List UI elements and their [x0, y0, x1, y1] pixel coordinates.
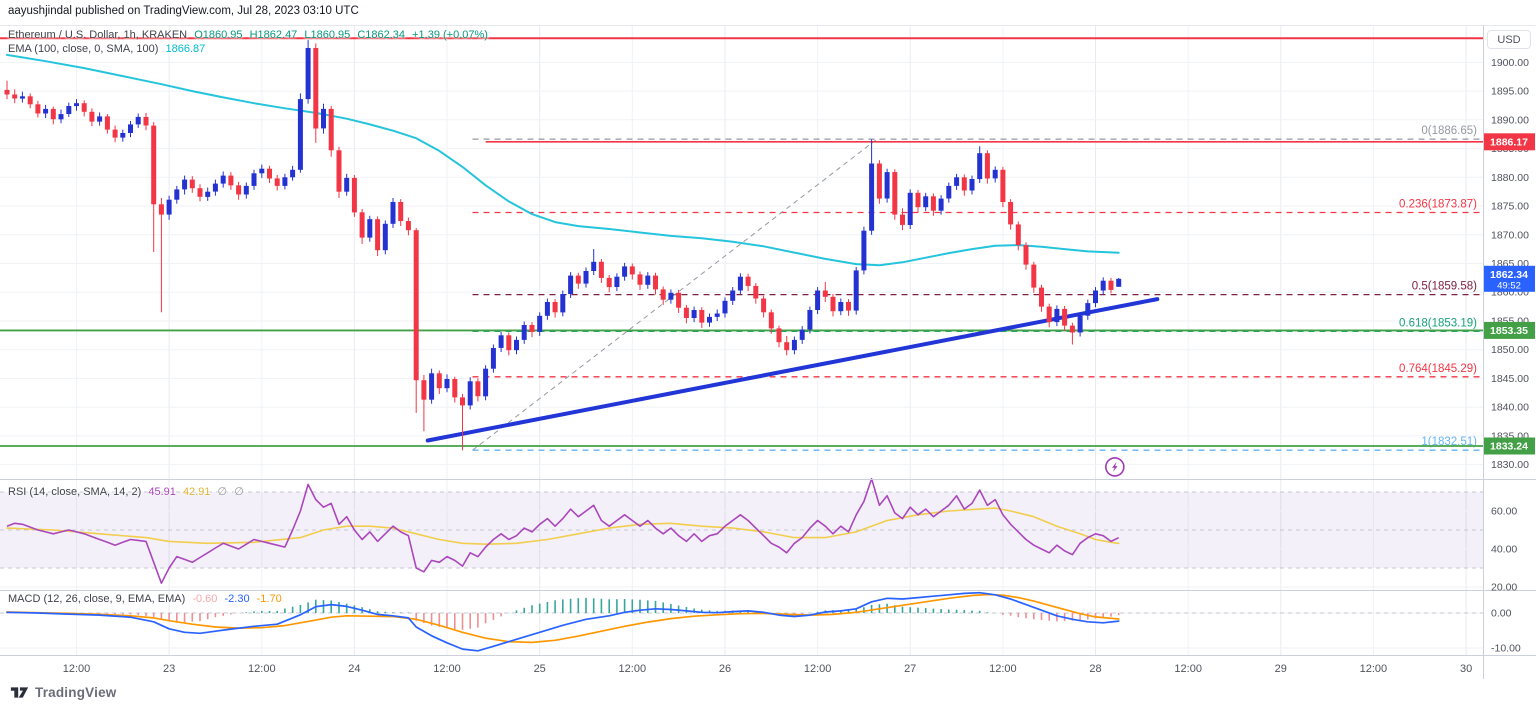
rsi-legend[interactable]: RSI (14, close, SMA, 14, 2) 45.91 42.91 … — [8, 485, 248, 498]
ema-value: 1866.87 — [165, 43, 206, 55]
ohlc-high: H1862.47 — [249, 29, 298, 41]
rsi-pane[interactable] — [0, 477, 1483, 588]
svg-text:12:00: 12:00 — [804, 663, 832, 675]
chart-area[interactable]: 0(1886.65) 0.236(1873.87) 0.5(1859.58) 0.61… — [0, 25, 1536, 680]
ohlc-close: C1862.34 — [357, 29, 406, 41]
svg-text:23: 23 — [163, 663, 175, 675]
svg-text:1830.00: 1830.00 — [1491, 459, 1529, 471]
rsi-ma-value: 42.91 — [182, 486, 211, 498]
svg-text:40.00: 40.00 — [1491, 544, 1517, 556]
candlestick-series — [4, 39, 1122, 451]
rsi-empty-2: ∅ — [234, 486, 244, 498]
svg-text:1862.34: 1862.34 — [1490, 269, 1528, 281]
svg-text:49:52: 49:52 — [1497, 280, 1521, 291]
ohlc-low: L1860.95 — [304, 29, 351, 41]
svg-text:1845.00: 1845.00 — [1491, 373, 1529, 385]
ascending-trendline[interactable] — [425, 297, 1160, 443]
svg-text:0.764(1845.29): 0.764(1845.29) — [1399, 363, 1477, 375]
svg-text:-10.00: -10.00 — [1491, 643, 1521, 655]
svg-text:12:00: 12:00 — [433, 663, 461, 675]
rsi-label: RSI (14, close, SMA, 14, 2) — [8, 486, 142, 498]
svg-text:12:00: 12:00 — [248, 663, 276, 675]
tradingview-wordmark[interactable]: TradingView — [35, 685, 117, 700]
ema-legend[interactable]: EMA (100, close, 0, SMA, 100) 1866.87 — [8, 43, 209, 55]
price-tag: 1886.17 — [1484, 133, 1535, 151]
svg-text:12:00: 12:00 — [1360, 663, 1388, 675]
svg-text:0.00: 0.00 — [1491, 608, 1512, 620]
svg-text:0.236(1873.87): 0.236(1873.87) — [1399, 199, 1477, 211]
macd-signal-value: -1.70 — [256, 593, 282, 605]
ohlc-change: +1.39 (+0.07%) — [412, 29, 488, 41]
svg-text:1850.00: 1850.00 — [1491, 344, 1529, 356]
grid-vertical — [76, 25, 1467, 655]
macd-pane[interactable] — [0, 591, 1483, 652]
svg-text:30: 30 — [1460, 663, 1472, 675]
price-tag: 1833.24 — [1484, 437, 1535, 455]
svg-text:1870.00: 1870.00 — [1491, 229, 1529, 241]
svg-text:12:00: 12:00 — [619, 663, 647, 675]
svg-text:26: 26 — [719, 663, 731, 675]
svg-text:29: 29 — [1275, 663, 1287, 675]
svg-text:1895.00: 1895.00 — [1491, 86, 1529, 98]
macd-legend[interactable]: MACD (12, 26, close, 9, EMA, EMA) -0.60 … — [8, 593, 286, 605]
ema-label: EMA (100, close, 0, SMA, 100) — [8, 43, 159, 55]
svg-text:0(1886.65): 0(1886.65) — [1421, 125, 1477, 137]
svg-text:0.5(1859.58): 0.5(1859.58) — [1412, 281, 1477, 293]
macd-value: -2.30 — [224, 593, 250, 605]
time-scale[interactable]: 12:00 23 12:00 24 12:00 25 12:00 26 12:00 27 12:00… — [63, 663, 1472, 675]
svg-text:20.00: 20.00 — [1491, 582, 1517, 594]
symbol-title: Ethereum / U.S. Dollar, 1h, KRAKEN — [8, 29, 188, 41]
price-scale[interactable]: 1900.001895.001890.001885.001880.001875.… — [1484, 57, 1535, 655]
macd-label: MACD (12, 26, close, 9, EMA, EMA) — [8, 593, 186, 605]
svg-text:27: 27 — [904, 663, 916, 675]
svg-text:1833.24: 1833.24 — [1490, 441, 1528, 453]
lightning-marker-icon[interactable] — [1105, 457, 1125, 477]
svg-text:12:00: 12:00 — [1174, 663, 1202, 675]
pane-dividers[interactable] — [0, 25, 1536, 679]
svg-text:1875.00: 1875.00 — [1491, 201, 1529, 213]
svg-text:1890.00: 1890.00 — [1491, 114, 1529, 126]
svg-text:1853.35: 1853.35 — [1490, 325, 1528, 337]
svg-text:1900.00: 1900.00 — [1491, 57, 1529, 69]
svg-text:1886.17: 1886.17 — [1490, 136, 1528, 148]
svg-text:25: 25 — [534, 663, 546, 675]
svg-text:1880.00: 1880.00 — [1491, 172, 1529, 184]
symbol-legend[interactable]: Ethereum / U.S. Dollar, 1h, KRAKEN O1860… — [8, 29, 492, 41]
svg-text:60.00: 60.00 — [1491, 506, 1517, 518]
tradingview-logo-icon[interactable] — [10, 684, 29, 701]
ohlc-open: O1860.95 — [194, 29, 243, 41]
rsi-value: 45.91 — [148, 486, 176, 498]
footer: TradingView — [10, 684, 116, 701]
svg-text:12:00: 12:00 — [63, 663, 91, 675]
svg-text:1840.00: 1840.00 — [1491, 402, 1529, 414]
rsi-empty-1: ∅ — [217, 486, 228, 498]
price-tag: 1853.35 — [1484, 321, 1535, 339]
price-pane[interactable]: 0(1886.65) 0.236(1873.87) 0.5(1859.58) 0.61… — [0, 37, 1483, 477]
svg-text:24: 24 — [348, 663, 360, 675]
currency-toggle-button[interactable]: USD — [1487, 30, 1531, 49]
svg-text:28: 28 — [1089, 663, 1101, 675]
svg-text:12:00: 12:00 — [989, 663, 1017, 675]
svg-text:0.618(1853.19): 0.618(1853.19) — [1399, 317, 1477, 329]
publish-annotation: aayushjindal published on TradingView.co… — [8, 5, 359, 17]
macd-hist-value: -0.60 — [192, 593, 218, 605]
